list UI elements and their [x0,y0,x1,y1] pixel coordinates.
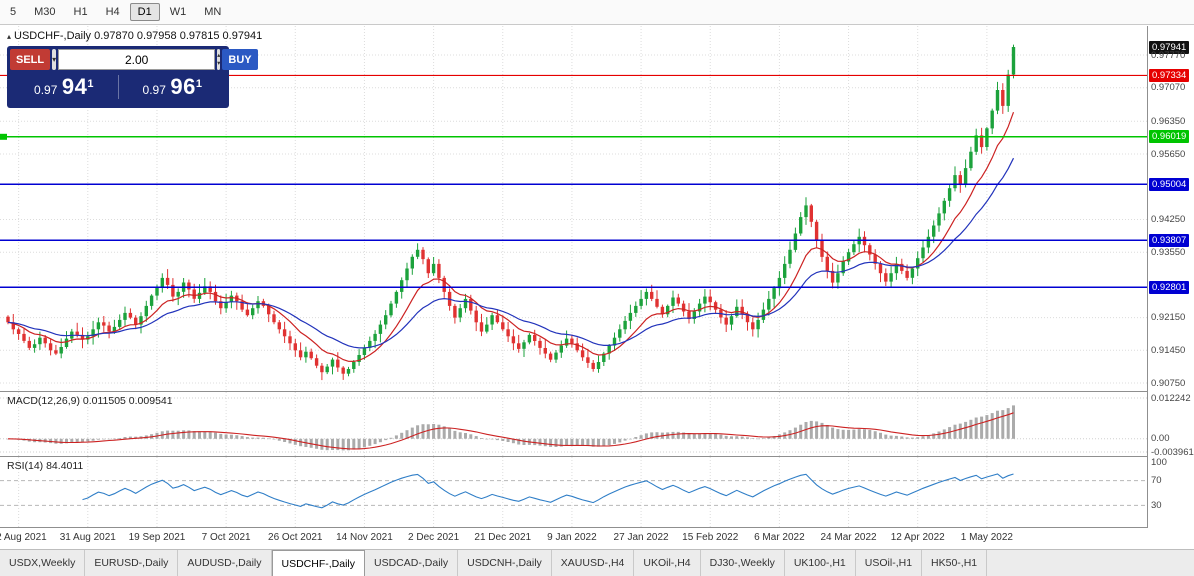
chart-tab-dj30-weekly[interactable]: DJ30-,Weekly [701,550,785,576]
price-axis-label: 0.90750 [1151,377,1186,389]
price-level-badge: 0.97941 [1149,40,1190,54]
rsi-axis-label: 70 [1151,475,1162,487]
sell-price-prefix: 0.97 [34,83,58,97]
chart-info: ▴ USDCHF-,Daily 0.97870 0.97958 0.97815 0… [7,30,262,42]
date-label: 21 Dec 2021 [474,532,532,543]
price-axis-label: 0.93550 [1151,246,1186,258]
price-scale[interactable]: 0.97941 0.97770 0.97334 0.97070 0.96350 0.960… [1147,26,1194,528]
sell-button[interactable]: SELL [10,49,51,70]
price-level-badge: 0.97334 [1149,68,1190,82]
date-label: 12 Aug 2021 [0,532,47,543]
timeframe-button-d1[interactable]: D1 [129,3,160,21]
price-level-badge: 0.96019 [1149,130,1190,144]
chart-ohlc-text: USDCHF-,Daily 0.97870 0.97958 0.97815 0.… [14,30,263,42]
macd-label: MACD(12,26,9) 0.011505 0.009541 [7,395,173,407]
stepper-down-icon: ▾ [217,59,221,67]
date-label: 24 Mar 2022 [820,532,877,543]
separator-main-macd [0,391,1194,392]
sell-price[interactable]: 0.97 941 [10,74,118,100]
timeframe-button-mn[interactable]: MN [204,6,222,18]
one-click-trading-panel: SELL ▾ ▴▾ BUY 0.97 941 0.97 961 [7,46,258,108]
date-label: 1 May 2022 [960,532,1013,543]
price-axis-label: 0.97070 [1151,82,1186,94]
timeframe-button-w1[interactable]: W1 [169,6,187,18]
time-scale[interactable]: 12 Aug 2021 31 Aug 2021 19 Sep 2021 7 Oct 2… [0,528,1147,548]
date-label: 2 Dec 2021 [408,532,460,543]
main-chart-canvas[interactable] [0,26,1147,392]
date-label: 6 Mar 2022 [754,532,805,543]
macd-axis-label: -0.003961 [1151,446,1194,458]
rsi-axis-label: 100 [1151,456,1167,468]
chart-tab-ukoil-h4[interactable]: UKOil-,H4 [634,550,701,576]
timeframe-button-m30[interactable]: M30 [34,6,56,18]
timeframe-button-h4[interactable]: H4 [105,6,120,18]
trade-prices-row: 0.97 941 0.97 961 [10,70,226,104]
separator-rsi-dates [0,527,1194,528]
buy-price-big: 96 [170,74,196,99]
price-level-badge: 0.93807 [1149,233,1190,247]
chart-tab-eurusd-daily[interactable]: EURUSD-,Daily [85,550,179,576]
stepper-up-icon: ▴ [217,52,221,60]
price-axis-label: 0.97770 [1151,49,1186,61]
chart-tab-usoil-h1[interactable]: USOil-,H1 [856,550,923,576]
price-level-badge: 0.95004 [1149,177,1190,191]
price-level-badge: 0.92801 [1149,280,1190,294]
lot-size-input[interactable] [58,49,216,70]
price-axis-label: 0.92150 [1151,312,1186,324]
rsi-label: RSI(14) 84.4011 [7,460,84,472]
price-divider [117,75,119,99]
rsi-axis-label: 30 [1151,499,1162,511]
date-label: 19 Sep 2021 [128,532,186,543]
lot-stepper[interactable]: ▴ ▾ [217,49,221,70]
macd-canvas[interactable] [0,392,1147,457]
buy-price-prefix: 0.97 [142,83,166,97]
chart-tab-usdchf-daily[interactable]: USDCHF-,Daily [271,550,366,576]
separator-macd-rsi [0,456,1194,457]
date-label: 12 Apr 2022 [890,532,945,543]
price-axis-label: 0.96350 [1151,115,1186,127]
macd-axis-label: 0.00 [1151,433,1170,445]
buy-price[interactable]: 0.97 961 [119,74,227,100]
price-axis-label: 0.95650 [1151,148,1186,160]
date-label: 9 Jan 2022 [547,532,597,543]
date-label: 26 Oct 2021 [268,532,323,543]
lot-dropdown-button[interactable]: ▾ [52,49,57,70]
chart-tab-audusd-daily[interactable]: AUDUSD-,Daily [178,550,272,576]
buy-button[interactable]: BUY [222,49,258,70]
date-label: 14 Nov 2021 [336,532,393,543]
sell-price-big: 94 [61,74,88,99]
date-label: 7 Oct 2021 [201,532,251,543]
trade-controls-row: SELL ▾ ▴▾ BUY [10,49,258,70]
buy-price-pip: 1 [195,78,202,90]
chart-tab-bar: USDX,Weekly EURUSD-,Daily AUDUSD-,Daily USD… [0,549,1194,576]
timeframe-toolbar: 5 M30 H1 H4 D1 W1 MN [0,0,1194,25]
chart-tab-hk50-h1[interactable]: HK50-,H1 [922,550,988,576]
date-label: 31 Aug 2021 [59,532,116,543]
rsi-canvas[interactable] [0,457,1147,528]
chart-tab-uk100-h1[interactable]: UK100-,H1 [785,550,856,576]
macd-axis-label: 0.012242 [1151,392,1191,404]
chart-tab-xauusd-h4[interactable]: XAUUSD-,H4 [552,550,635,576]
chart-tab-usdcnh-daily[interactable]: USDCNH-,Daily [458,550,552,576]
chevron-down-icon: ▾ [52,55,57,64]
sell-price-pip: 1 [87,78,94,90]
date-label: 27 Jan 2022 [613,532,669,543]
price-axis-label: 0.94250 [1151,214,1186,225]
collapse-arrow-icon[interactable]: ▴ [7,32,12,41]
chart-tab-usdcad-daily[interactable]: USDCAD-,Daily [365,550,459,576]
price-axis-label: 0.91450 [1151,344,1186,356]
timeframe-button-5[interactable]: 5 [10,6,17,18]
chart-tab-usdx-weekly[interactable]: USDX,Weekly [0,550,86,576]
date-label: 15 Feb 2022 [682,532,739,543]
timeframe-button-h1[interactable]: H1 [73,6,88,18]
